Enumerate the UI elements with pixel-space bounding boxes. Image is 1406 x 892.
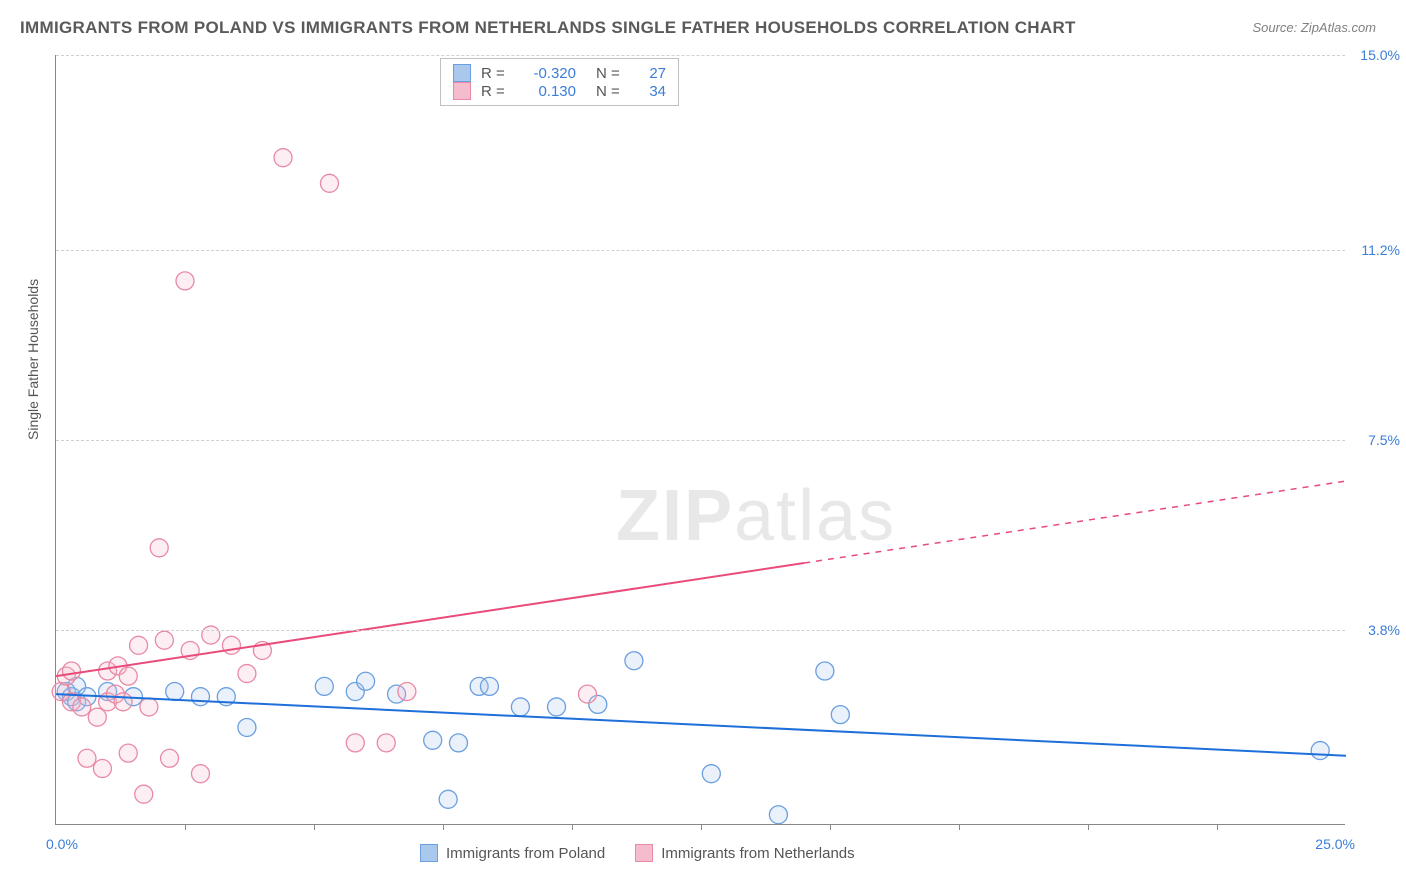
data-point <box>140 698 158 716</box>
data-point <box>176 272 194 290</box>
data-point <box>119 744 137 762</box>
x-tick <box>185 824 186 830</box>
data-point <box>1311 742 1329 760</box>
grid-line <box>56 250 1345 251</box>
x-tick <box>314 824 315 830</box>
source-attribution: Source: ZipAtlas.com <box>1252 20 1376 35</box>
y-tick-label: 15.0% <box>1360 47 1400 63</box>
data-point <box>625 652 643 670</box>
data-point <box>511 698 529 716</box>
legend-r-label: R = <box>481 83 511 100</box>
data-point <box>191 688 209 706</box>
legend-n-value: 34 <box>636 83 666 100</box>
legend-r-value: 0.130 <box>521 83 576 100</box>
data-point <box>424 731 442 749</box>
data-point <box>119 667 137 685</box>
legend-swatch <box>453 82 471 100</box>
x-axis-max-label: 25.0% <box>1315 836 1355 852</box>
data-point <box>274 149 292 167</box>
data-point <box>357 672 375 690</box>
legend-n-label: N = <box>596 83 626 100</box>
data-point <box>78 749 96 767</box>
data-point <box>222 636 240 654</box>
legend-row: R = 0.130 N = 34 <box>453 82 666 100</box>
data-point <box>398 683 416 701</box>
y-tick-label: 3.8% <box>1368 622 1400 638</box>
trend-line <box>56 563 804 676</box>
data-point <box>346 734 364 752</box>
x-tick <box>701 824 702 830</box>
legend-correlation: R = -0.320 N = 27 R = 0.130 N = 34 <box>440 58 679 106</box>
legend-n-label: N = <box>596 65 626 82</box>
legend-series: Immigrants from Poland Immigrants from Ne… <box>420 844 855 862</box>
legend-r-value: -0.320 <box>521 65 576 82</box>
data-point <box>62 662 80 680</box>
data-point <box>161 749 179 767</box>
x-tick <box>830 824 831 830</box>
chart-title: IMMIGRANTS FROM POLAND VS IMMIGRANTS FRO… <box>20 18 1076 38</box>
data-point <box>202 626 220 644</box>
x-tick <box>572 824 573 830</box>
legend-item: Immigrants from Poland <box>420 844 605 862</box>
data-point <box>114 693 132 711</box>
legend-swatch <box>635 844 653 862</box>
legend-swatch <box>453 64 471 82</box>
data-point <box>449 734 467 752</box>
data-point <box>480 677 498 695</box>
y-axis-label: Single Father Households <box>25 279 41 440</box>
data-point <box>135 785 153 803</box>
legend-swatch <box>420 844 438 862</box>
x-tick <box>1088 824 1089 830</box>
x-tick <box>959 824 960 830</box>
legend-r-label: R = <box>481 65 511 82</box>
data-point <box>831 706 849 724</box>
data-point <box>439 790 457 808</box>
data-point <box>130 636 148 654</box>
data-point <box>702 765 720 783</box>
data-point <box>88 708 106 726</box>
data-point <box>238 718 256 736</box>
data-point <box>320 174 338 192</box>
y-tick-label: 7.5% <box>1368 432 1400 448</box>
x-tick <box>443 824 444 830</box>
data-point <box>150 539 168 557</box>
plot-area: ZIPatlas 0.0% 25.0% 3.8%7.5%11.2%15.0% <box>55 55 1345 825</box>
grid-line <box>56 630 1345 631</box>
legend-label: Immigrants from Poland <box>446 845 605 862</box>
x-tick <box>1217 824 1218 830</box>
legend-item: Immigrants from Netherlands <box>635 844 854 862</box>
y-tick-label: 11.2% <box>1361 242 1400 258</box>
data-point <box>548 698 566 716</box>
legend-n-value: 27 <box>636 65 666 82</box>
data-point <box>238 665 256 683</box>
legend-row: R = -0.320 N = 27 <box>453 64 666 82</box>
data-point <box>578 685 596 703</box>
legend-label: Immigrants from Netherlands <box>661 845 854 862</box>
data-point <box>315 677 333 695</box>
data-point <box>769 806 787 824</box>
data-point <box>816 662 834 680</box>
data-point <box>191 765 209 783</box>
data-point <box>377 734 395 752</box>
data-point <box>155 631 173 649</box>
x-axis-min-label: 0.0% <box>46 836 78 852</box>
grid-line <box>56 440 1345 441</box>
data-point <box>166 683 184 701</box>
grid-line <box>56 55 1345 56</box>
trend-line-extrapolated <box>804 481 1346 563</box>
data-point <box>73 698 91 716</box>
data-point <box>93 760 111 778</box>
